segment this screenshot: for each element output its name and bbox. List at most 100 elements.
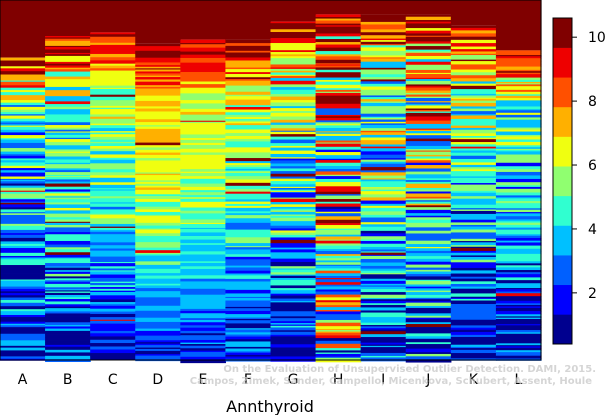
heatmap-cell-G-44 xyxy=(270,122,317,126)
heatmap-cell-A-64 xyxy=(0,201,46,204)
heatmap-cell-K-59 xyxy=(450,167,497,170)
heatmap-cell-C-19 xyxy=(90,79,136,83)
heatmap-cell-C-67 xyxy=(90,198,136,202)
heatmap-cell-B-106 xyxy=(45,265,91,267)
heatmap-cell-H-30 xyxy=(315,84,362,89)
heatmap-cell-B-137 xyxy=(45,330,91,335)
heatmap-cell-C-96 xyxy=(90,268,136,271)
heatmap-cell-L-4 xyxy=(495,56,542,59)
heatmap-cell-I-81 xyxy=(360,200,407,205)
heatmap-cell-G-97 xyxy=(270,243,317,247)
heatmap-cell-J-126 xyxy=(405,297,452,300)
heatmap-cell-A-86 xyxy=(0,250,46,254)
heatmap-cell-J-113 xyxy=(405,267,452,271)
heatmap-cell-K-11 xyxy=(450,53,497,56)
heatmap-cell-D-5 xyxy=(135,54,181,59)
heatmap-cell-E-101 xyxy=(180,297,227,302)
heatmap-cell-I-45 xyxy=(360,116,407,119)
heatmap-cell-A-127 xyxy=(0,350,46,353)
heatmap-cell-G-121 xyxy=(270,301,317,303)
heatmap-cell-E-11 xyxy=(180,68,227,73)
heatmap-cell-H-108 xyxy=(315,265,362,269)
heatmap-cell-H-126 xyxy=(315,309,362,312)
heatmap-cell-H-8 xyxy=(315,30,362,34)
heatmap-cell-D-3 xyxy=(135,48,181,52)
heatmap-cell-E-14 xyxy=(180,76,227,79)
heatmap-cell-C-48 xyxy=(90,148,136,152)
heatmap-cell-F-96 xyxy=(225,259,272,264)
heatmap-cell-F-115 xyxy=(225,305,272,308)
heatmap-cell-I-68 xyxy=(360,170,407,173)
heatmap-cell-L-6 xyxy=(495,61,542,66)
heatmap-cell-A-52 xyxy=(0,178,46,181)
heatmap-cell-E-75 xyxy=(180,227,227,230)
heatmap-cell-F-126 xyxy=(225,328,272,330)
heatmap-cell-E-102 xyxy=(180,301,227,305)
heatmap-cell-J-78 xyxy=(405,185,452,189)
heatmap-cell-K-128 xyxy=(450,327,497,331)
heatmap-cell-L-26 xyxy=(495,103,542,107)
heatmap-cell-E-37 xyxy=(180,137,227,141)
heatmap-cell-B-32 xyxy=(45,104,91,106)
heatmap-cell-I-55 xyxy=(360,137,407,141)
heatmap-cell-I-22 xyxy=(360,61,407,66)
heatmap-cell-B-126 xyxy=(45,304,91,308)
heatmap-cell-F-15 xyxy=(225,79,272,82)
heatmap-cell-C-27 xyxy=(90,100,136,104)
heatmap-cell-A-65 xyxy=(0,202,46,205)
heatmap-cell-K-133 xyxy=(450,339,497,344)
heatmap-cell-F-86 xyxy=(225,237,272,242)
heatmap-cell-L-22 xyxy=(495,94,542,97)
heatmap-cell-C-78 xyxy=(90,223,136,228)
heatmap-cell-F-59 xyxy=(225,173,272,177)
heatmap-cell-H-110 xyxy=(315,270,362,274)
heatmap-cell-I-87 xyxy=(360,217,407,222)
heatmap-cell-H-101 xyxy=(315,252,362,255)
heatmap-cell-K-32 xyxy=(450,102,497,107)
heatmap-border xyxy=(0,0,542,361)
heatmap-cell-E-63 xyxy=(180,198,227,203)
heatmap-cell-I-62 xyxy=(360,154,407,159)
heatmap-cell-E-29 xyxy=(180,119,227,122)
heatmap-cell-B-99 xyxy=(45,251,91,253)
heatmap-cell-C-49 xyxy=(90,151,136,155)
heatmap-cell-F-19 xyxy=(225,88,272,93)
heatmap-cell-L-51 xyxy=(495,155,542,160)
heatmap-cell-K-134 xyxy=(450,343,497,346)
x-tick-H: H xyxy=(333,372,344,388)
heatmap-cell-G-31 xyxy=(270,94,317,97)
heatmap-cell-D-24 xyxy=(135,95,181,98)
heatmap-cell-G-114 xyxy=(270,282,317,286)
heatmap-cell-K-24 xyxy=(450,85,497,90)
heatmap-cell-C-83 xyxy=(90,234,136,238)
heatmap-cell-I-16 xyxy=(360,50,407,55)
heatmap-cell-B-113 xyxy=(45,278,91,281)
heatmap-cell-J-81 xyxy=(405,191,452,194)
heatmap-cell-H-103 xyxy=(315,255,362,259)
heatmap-cell-D-56 xyxy=(135,173,181,176)
heatmap-cell-G-144 xyxy=(270,351,317,354)
heatmap-cell-H-76 xyxy=(315,191,362,195)
heatmap-cell-L-138 xyxy=(495,345,542,347)
heatmap-cell-K-67 xyxy=(450,184,497,188)
heatmap-cell-D-32 xyxy=(135,115,181,120)
heatmap-cell-G-117 xyxy=(270,290,317,295)
heatmap-cell-A-92 xyxy=(0,265,46,269)
heatmap-cell-G-101 xyxy=(270,252,317,256)
heatmap-cell-I-21 xyxy=(360,60,407,63)
heatmap-cell-D-131 xyxy=(135,345,181,348)
x-tick-I: I xyxy=(381,372,385,388)
heatmap-cell-D-79 xyxy=(135,222,181,226)
heatmap-cell-H-136 xyxy=(315,332,362,336)
heatmap-cell-C-127 xyxy=(90,339,136,344)
heatmap-cell-E-117 xyxy=(180,335,227,338)
heatmap-cell-K-101 xyxy=(450,262,497,266)
heatmap-cell-A-94 xyxy=(0,271,46,274)
heatmap-cell-B-101 xyxy=(45,254,91,258)
heatmap-cell-I-20 xyxy=(360,58,407,61)
heatmap-cell-F-71 xyxy=(225,203,272,207)
heatmap-cell-E-97 xyxy=(180,287,227,290)
heatmap-cell-A-74 xyxy=(0,222,46,225)
heatmap-cell-D-0 xyxy=(135,43,181,46)
heatmap-cell-A-47 xyxy=(0,168,46,171)
